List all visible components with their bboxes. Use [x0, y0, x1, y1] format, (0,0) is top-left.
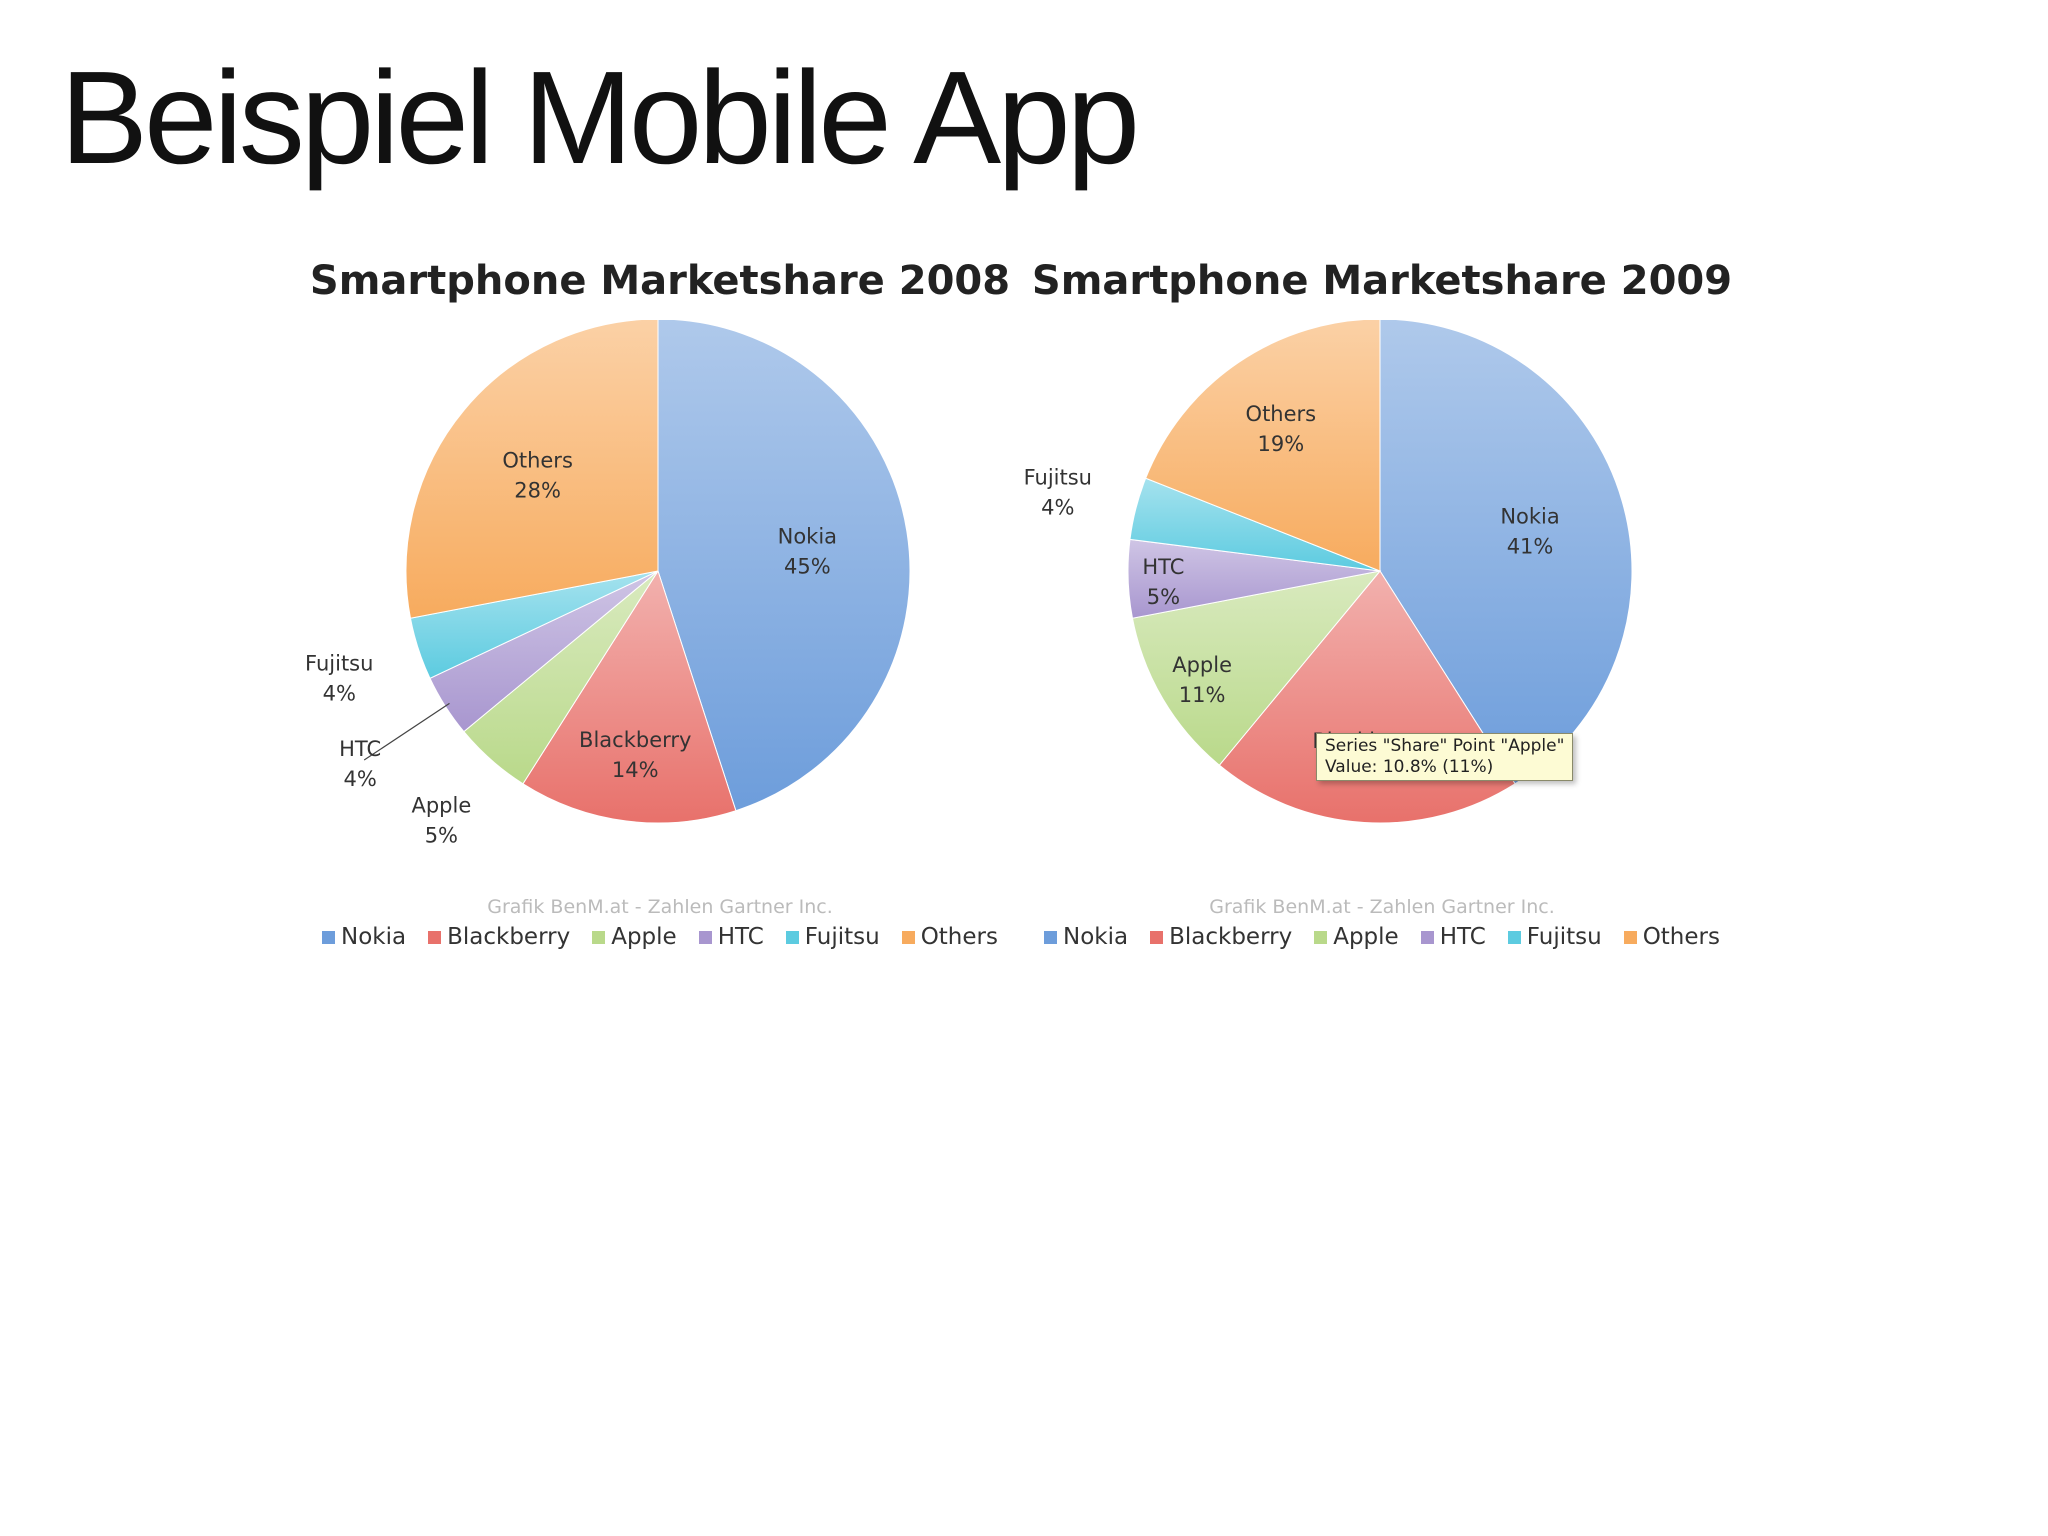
legend-item-apple: Apple: [1314, 924, 1399, 950]
slice-label-nokia: Nokia: [778, 524, 837, 548]
legend-item-htc: HTC: [698, 924, 764, 950]
slice-value-fujitsu: 4%: [1041, 495, 1074, 519]
pie-slice-others[interactable]: [1145, 320, 1381, 572]
chart-title: Smartphone Marketshare 2008: [309, 258, 1011, 304]
pie-slice-others[interactable]: [405, 320, 659, 619]
pie-slice-nokia[interactable]: [657, 320, 911, 812]
legend-swatch: [901, 930, 915, 944]
slice-label-apple: Apple: [411, 794, 471, 818]
legend-item-apple: Apple: [592, 924, 677, 950]
legend-label: Nokia: [1063, 924, 1129, 950]
pie-slice-apple[interactable]: [1131, 570, 1382, 766]
legend-label: Blackberry: [1169, 924, 1293, 950]
pie-slice-blackberry[interactable]: [522, 569, 737, 824]
chart-tooltip: Series "Share" Point "Apple" Value: 10.8…: [1316, 733, 1574, 781]
pie-chart-2009: Nokia41%Blackberry20%Apple11%HTC5%Fujits…: [1024, 320, 1633, 824]
legend-label: Others: [1642, 924, 1720, 950]
legend-label: Fujitsu: [804, 924, 880, 950]
legend-label: Apple: [1333, 924, 1399, 950]
chart-title: Smartphone Marketshare 2009: [1031, 258, 1733, 304]
slice-label-blackberry: Blackberry: [579, 728, 691, 752]
slice-label-fujitsu: Fujitsu: [1024, 465, 1092, 489]
slice-value-others: 28%: [514, 478, 561, 502]
leader-line: [363, 702, 450, 761]
legend-swatch: [785, 930, 799, 944]
legend-swatch: [1044, 930, 1058, 944]
legend-item-others: Others: [1623, 924, 1720, 950]
legend-label: HTC: [717, 924, 764, 950]
chart-2008: Smartphone Marketshare 2008 Nokia 45% Blac…: [280, 240, 1040, 970]
slice-label-apple: Apple: [1172, 653, 1232, 677]
slice-value-blackberry: 14%: [612, 758, 659, 782]
slice-label-htc: HTC: [1142, 555, 1184, 579]
legend-swatch: [1507, 930, 1521, 944]
legend-item-fujitsu: Fujitsu: [1507, 924, 1602, 950]
slice-value-apple: 11%: [1179, 683, 1226, 707]
legend-swatch: [1420, 930, 1434, 944]
legend-item-fujitsu: Fujitsu: [785, 924, 880, 950]
slice-label-others: Others: [502, 448, 573, 472]
legend-swatch: [1314, 930, 1328, 944]
chart-2009: Smartphone Marketshare 2009 Nokia 41% Blac…: [1002, 240, 1762, 970]
pie-chart-2008: Nokia 45% Blackberry 14% Apple 5% HTC 4% Fujitsu…: [305, 320, 911, 848]
slice-value-htc: 4%: [343, 767, 376, 791]
legend-swatch: [1623, 930, 1637, 944]
slice-value-htc: 5%: [1147, 585, 1180, 609]
slice-label-htc: HTC: [339, 737, 381, 761]
legend-swatch: [428, 930, 442, 944]
slice-label-fujitsu: Fujitsu: [305, 652, 373, 676]
legend-item-blackberry: Blackberry: [1150, 924, 1292, 950]
legend-item-blackberry: Blackberry: [428, 924, 570, 950]
legend-label: Nokia: [341, 924, 407, 950]
legend-item-htc: HTC: [1420, 924, 1486, 950]
legend-label: HTC: [1439, 924, 1486, 950]
chart-credit: Grafik BenM.at - Zahlen Gartner Inc.: [487, 896, 833, 918]
legend-label: Others: [920, 924, 998, 950]
legend-swatch: [1150, 930, 1164, 944]
legend: Nokia Blackberry Apple HTC Fujitsu Others: [280, 924, 1040, 950]
legend-item-nokia: Nokia: [1044, 924, 1128, 950]
tooltip-line: Series "Share" Point "Apple": [1325, 736, 1565, 756]
slice-label-others: Others: [1246, 402, 1317, 426]
slice-label-nokia: Nokia: [1500, 504, 1559, 528]
slide-title: Beispiel Mobile App: [60, 44, 1140, 191]
chart-credit: Grafik BenM.at - Zahlen Gartner Inc.: [1209, 896, 1555, 918]
legend-item-others: Others: [901, 924, 998, 950]
slice-value-nokia: 41%: [1507, 534, 1554, 558]
legend-label: Apple: [611, 924, 677, 950]
slice-value-nokia: 45%: [784, 554, 831, 578]
pie-slice-nokia[interactable]: [1379, 320, 1633, 785]
legend-label: Blackberry: [447, 924, 571, 950]
legend-swatch: [698, 930, 712, 944]
legend-swatch: [592, 930, 606, 944]
legend-label: Fujitsu: [1526, 924, 1602, 950]
legend-swatch: [322, 930, 336, 944]
legend: Nokia Blackberry Apple HTC Fujitsu Others: [1002, 924, 1762, 950]
legend-item-nokia: Nokia: [322, 924, 406, 950]
slice-value-others: 19%: [1258, 432, 1305, 456]
slice-value-fujitsu: 4%: [323, 682, 356, 706]
slice-value-apple: 5%: [425, 824, 458, 848]
tooltip-line: Value: 10.8% (11%): [1325, 757, 1494, 777]
